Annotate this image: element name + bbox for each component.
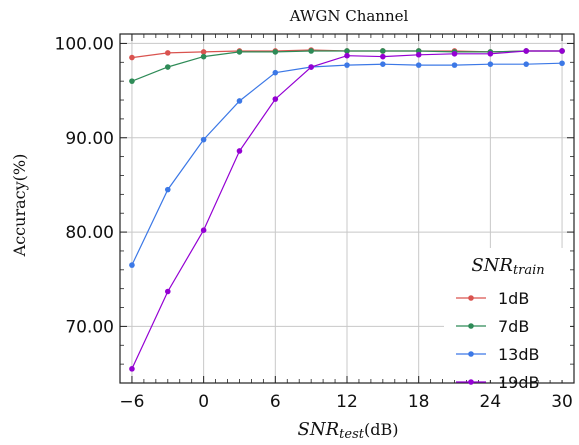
legend-label-7dB: 7dB xyxy=(498,317,529,336)
data-point-19dB xyxy=(487,51,494,57)
data-point-19dB xyxy=(272,96,279,102)
x-tick-label: 24 xyxy=(480,392,502,412)
data-point-19dB xyxy=(164,288,171,295)
data-point-13dB xyxy=(415,62,422,68)
chart-title: AWGN Channel xyxy=(289,7,409,25)
x-axis-title-main: SNR xyxy=(298,419,340,440)
data-point-1dB xyxy=(129,54,135,61)
y-axis-title: Accuracy(%) xyxy=(10,154,29,258)
data-point-13dB xyxy=(523,61,530,67)
data-point-1dB xyxy=(164,50,171,56)
data-point-19dB xyxy=(129,366,135,372)
x-tick-label: 12 xyxy=(336,392,358,412)
data-point-7dB xyxy=(308,48,314,54)
legend-marker-7dB xyxy=(468,323,474,329)
data-point-19dB xyxy=(200,227,207,233)
data-point-13dB xyxy=(236,98,243,104)
data-point-19dB xyxy=(308,64,314,70)
data-point-13dB xyxy=(200,136,207,143)
tick-labels: −6 0 6 12 18 24 30 70.00 80.00 90.00 100.00 xyxy=(55,34,573,412)
x-axis-title-sub: test xyxy=(339,427,365,442)
series-layer xyxy=(129,47,565,372)
legend-marker-19dB xyxy=(468,379,474,385)
data-point-19dB xyxy=(236,148,243,154)
legend: SNRtrain 1dB 7dB 13dB 19dB xyxy=(444,248,570,392)
x-tick-label: 6 xyxy=(270,392,281,412)
legend-title: SNRtrain xyxy=(471,255,544,278)
data-point-19dB xyxy=(380,53,386,60)
data-point-19dB xyxy=(451,51,458,57)
axis-ticks xyxy=(119,34,575,384)
data-point-13dB xyxy=(164,186,171,193)
y-tick-label: 70.00 xyxy=(65,317,114,337)
x-tick-label: 0 xyxy=(198,392,209,412)
y-tick-label: 100.00 xyxy=(55,34,114,54)
x-tick-label: 30 xyxy=(551,392,573,412)
x-tick-label: −6 xyxy=(119,392,144,412)
y-tick-label: 80.00 xyxy=(65,223,114,243)
data-point-13dB xyxy=(559,60,565,67)
data-point-19dB xyxy=(559,48,565,54)
legend-title-main: SNR xyxy=(471,255,513,276)
data-point-13dB xyxy=(129,262,135,268)
data-point-7dB xyxy=(129,78,135,84)
legend-label-13dB: 13dB xyxy=(498,345,540,364)
data-point-7dB xyxy=(164,64,171,70)
y-tick-label: 90.00 xyxy=(65,129,114,149)
legend-box xyxy=(444,248,570,380)
legend-marker-1dB xyxy=(468,295,474,301)
legend-label-1dB: 1dB xyxy=(498,289,529,308)
legend-items: 1dB 7dB 13dB 19dB xyxy=(456,289,540,392)
data-point-13dB xyxy=(380,61,386,67)
data-point-13dB xyxy=(487,61,494,67)
gridlines xyxy=(120,34,574,383)
legend-label-19dB: 19dB xyxy=(498,373,540,392)
data-point-13dB xyxy=(451,62,458,68)
data-point-13dB xyxy=(344,62,350,68)
x-axis-title-unit: (dB) xyxy=(364,420,398,439)
data-point-7dB xyxy=(272,49,279,55)
data-point-7dB xyxy=(380,48,386,54)
data-point-1dB xyxy=(200,49,207,55)
data-point-13dB xyxy=(272,69,279,76)
data-point-7dB xyxy=(344,48,350,54)
data-point-19dB xyxy=(344,52,350,59)
x-tick-label: 18 xyxy=(408,392,430,412)
data-point-19dB xyxy=(523,48,530,54)
legend-marker-13dB xyxy=(468,351,474,357)
data-point-7dB xyxy=(236,49,243,55)
data-point-7dB xyxy=(200,53,207,60)
data-point-19dB xyxy=(415,51,422,58)
x-axis-title: SNRtest(dB) xyxy=(298,419,399,442)
legend-title-sub: train xyxy=(513,263,545,278)
